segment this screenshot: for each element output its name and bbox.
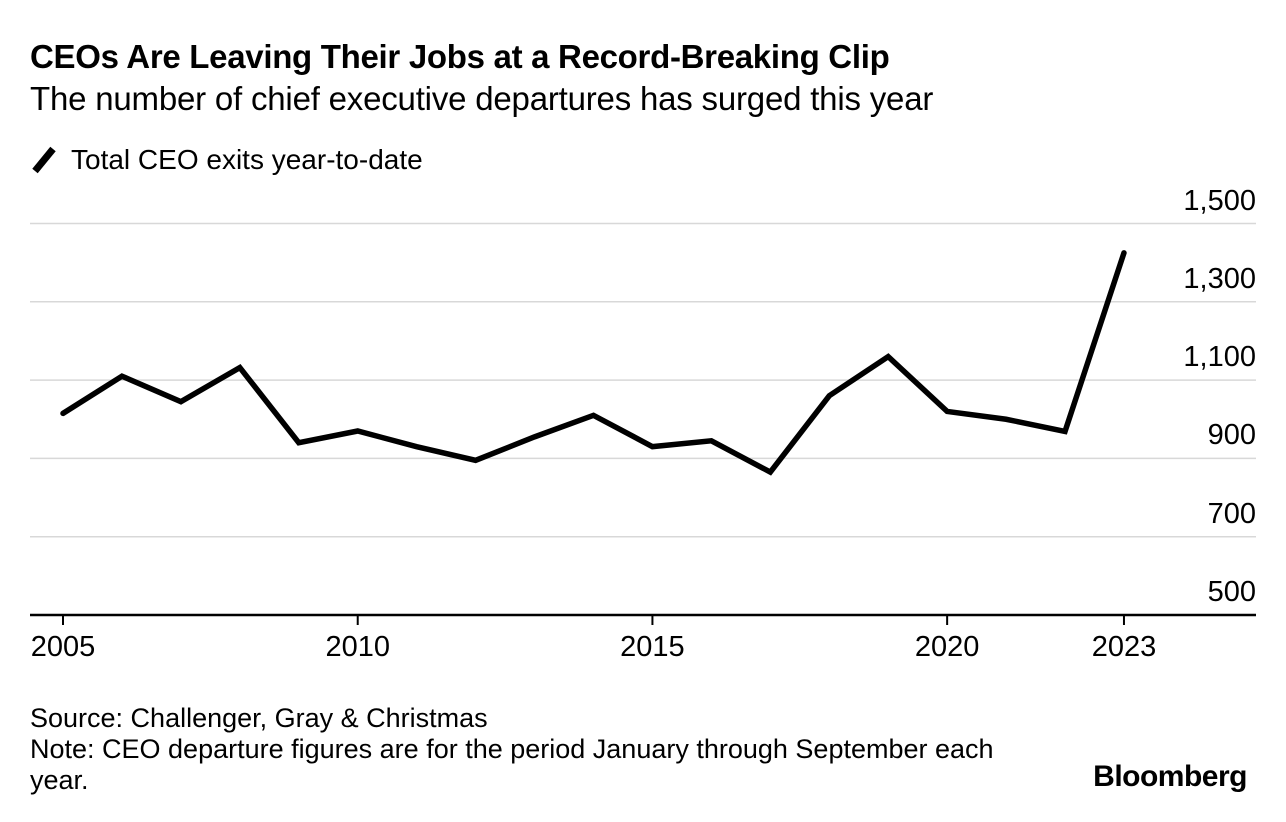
y-axis-label: 900	[1207, 419, 1256, 452]
chart-title: CEOs Are Leaving Their Jobs at a Record-…	[30, 38, 890, 75]
y-axis-label: 700	[1207, 497, 1256, 530]
ceo-exits-line	[60, 250, 1127, 476]
y-axis-label: 1,500	[1183, 184, 1256, 217]
source-text: Source: Challenger, Gray & Christmas	[30, 703, 488, 733]
line-slash-icon	[32, 146, 56, 174]
x-axis-label: 2023	[1091, 631, 1157, 663]
y-axis-label: 1,100	[1183, 341, 1256, 374]
x-axis-label: 2010	[325, 631, 390, 663]
y-axis-label: 500	[1207, 576, 1256, 608]
bloomberg-logo: Bloomberg	[1093, 760, 1247, 793]
x-axis-ticks	[62, 615, 1125, 625]
x-axis-label: 2015	[620, 631, 685, 663]
legend: Total CEO exits year-to-date	[30, 144, 423, 176]
y-axis-label: 1,300	[1183, 262, 1256, 295]
note-text: Note: CEO departure figures are for the …	[30, 734, 994, 795]
legend-label: Total CEO exits year-to-date	[71, 144, 423, 175]
x-axis-label: 2005	[30, 631, 96, 663]
gridlines	[30, 222, 1256, 538]
footer: Source: Challenger, Gray & Christmas Not…	[30, 703, 1015, 796]
chart-subtitle: The number of chief executive departures…	[30, 80, 934, 117]
x-axis-label: 2020	[914, 631, 980, 663]
